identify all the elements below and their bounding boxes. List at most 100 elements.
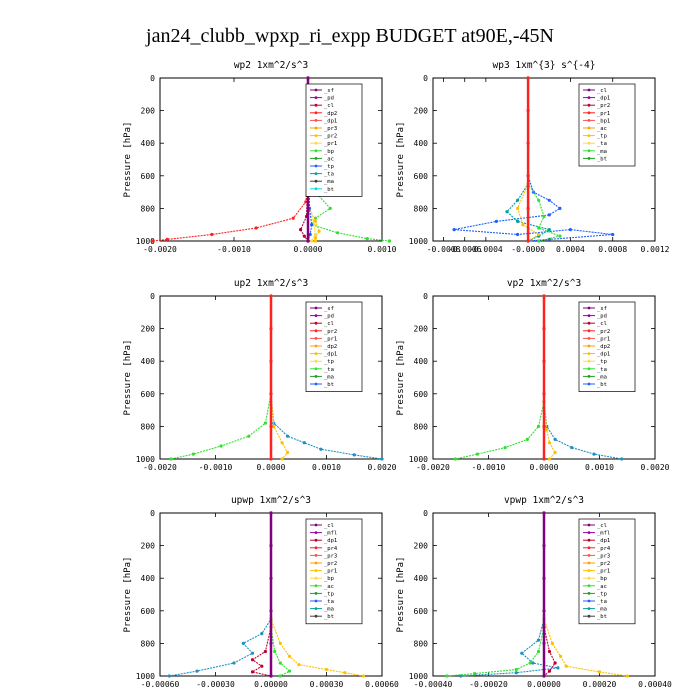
series-line [543,296,556,460]
data-point [547,669,552,673]
data-point [380,457,384,461]
data-point [545,428,549,432]
data-point [269,359,273,363]
x-tick-label: 0.0012 [641,245,670,254]
legend-label: _pr1 [597,569,610,575]
y-tick-label: 600 [414,172,429,181]
data-point [558,234,562,238]
chart-panel-4: upwp 1xm^2/s^3 Pressure [hPa] 0 200 400 600 80… [123,495,399,689]
x-tick-label: 0.0010 [585,463,614,472]
legend-label: _ta [597,599,607,605]
legend-label: _dp1 [597,538,610,544]
legend-marker [314,337,318,340]
series-line [169,513,272,677]
legend-marker [587,111,591,115]
x-tick-label: -0.0020 [143,245,177,254]
data-point [536,424,541,428]
series-line [270,296,289,460]
data-point [280,457,284,461]
y-tick-label: 400 [141,574,156,583]
legend-label: _cl [597,321,607,327]
y-tick-label: 0 [150,74,155,83]
data-point [526,174,530,178]
data-point [537,239,541,243]
legend-marker [314,546,318,550]
legend-marker [314,359,318,363]
x-tick-label: -0.0008 [427,245,461,254]
x-tick-label: -0.00020 [469,680,508,689]
data-point [520,651,524,655]
legend-marker [314,576,318,580]
legend-label: _dp1 [324,538,337,544]
legend-marker [314,88,318,92]
legend-marker [587,561,591,565]
y-axis-label: Pressure [hPa] [123,340,133,416]
data-point [312,223,316,227]
data-point [542,457,546,461]
legend-marker [314,584,318,588]
chart-panel-1: wp3 1xm^{3} s^{-4} Pressure [hPa] 0 200 400 6… [396,60,670,254]
y-tick-label: 800 [141,422,156,431]
legend-label: _pd [597,314,607,320]
legend-marker [314,607,318,610]
legend-label: _pr2 [597,103,610,109]
legend-label: _bt [597,614,607,620]
x-tick-label: 0.0000 [530,463,559,472]
legend-marker [314,306,318,310]
y-tick-label: 800 [141,639,156,648]
data-point [570,446,574,450]
data-point [550,641,554,646]
legend-label: _pr4 [597,546,611,552]
legend-label: _pr1 [324,141,337,147]
data-point [310,223,314,227]
legend-label: _pr4 [324,546,338,552]
data-point [547,457,552,461]
chart-panel-5: vpwp 1xm^2/s^3 Pressure [hPa] 0 200 400 600 80… [396,495,672,689]
data-point [553,450,557,455]
x-tick-label: 0.0004 [556,245,585,254]
data-point [241,641,245,646]
legend-label: _tp [324,164,334,170]
series-line [152,78,309,242]
legend-marker [587,134,591,138]
data-point [263,649,267,654]
data-point [542,609,546,613]
data-point [302,234,306,238]
chart-panel-3: vp2 1xm^2/s^3 Pressure [hPa] 0 200 400 600 800… [396,278,670,472]
legend-marker [314,164,318,168]
x-tick-label: -0.0020 [143,463,177,472]
data-point [387,239,391,243]
x-tick-label: 0.0010 [368,245,397,254]
legend-marker [587,599,591,603]
legend-label: _mfl [324,531,337,537]
x-tick-label: -0.0004 [469,245,503,254]
y-tick-label: 400 [414,139,429,148]
data-point [291,216,295,220]
data-point [542,544,546,548]
legend-marker [587,321,591,325]
legend-label: _pr3 [324,553,337,559]
data-point [269,674,273,678]
y-axis-label: Pressure [hPa] [396,557,406,633]
y-tick-label: 0 [423,74,428,83]
legend-label: _tp [324,359,334,365]
data-point [558,206,562,210]
legend-label: _dp2 [324,111,337,117]
legend-marker [587,157,591,160]
y-tick-label: 200 [141,325,156,334]
legend-marker [587,382,591,386]
data-point [542,359,546,363]
legend-marker [587,576,591,580]
legend-label: _ma [324,607,334,613]
x-tick-label: 0.0000 [257,463,286,472]
data-point [516,206,520,210]
data-point [473,672,477,676]
data-point [445,674,449,678]
data-point [521,223,525,227]
data-point [547,649,552,654]
data-point [191,452,195,456]
legend-label: _tp [597,134,607,140]
x-tick-label: 0.00020 [583,680,617,689]
x-tick-label: -0.00060 [141,680,180,689]
